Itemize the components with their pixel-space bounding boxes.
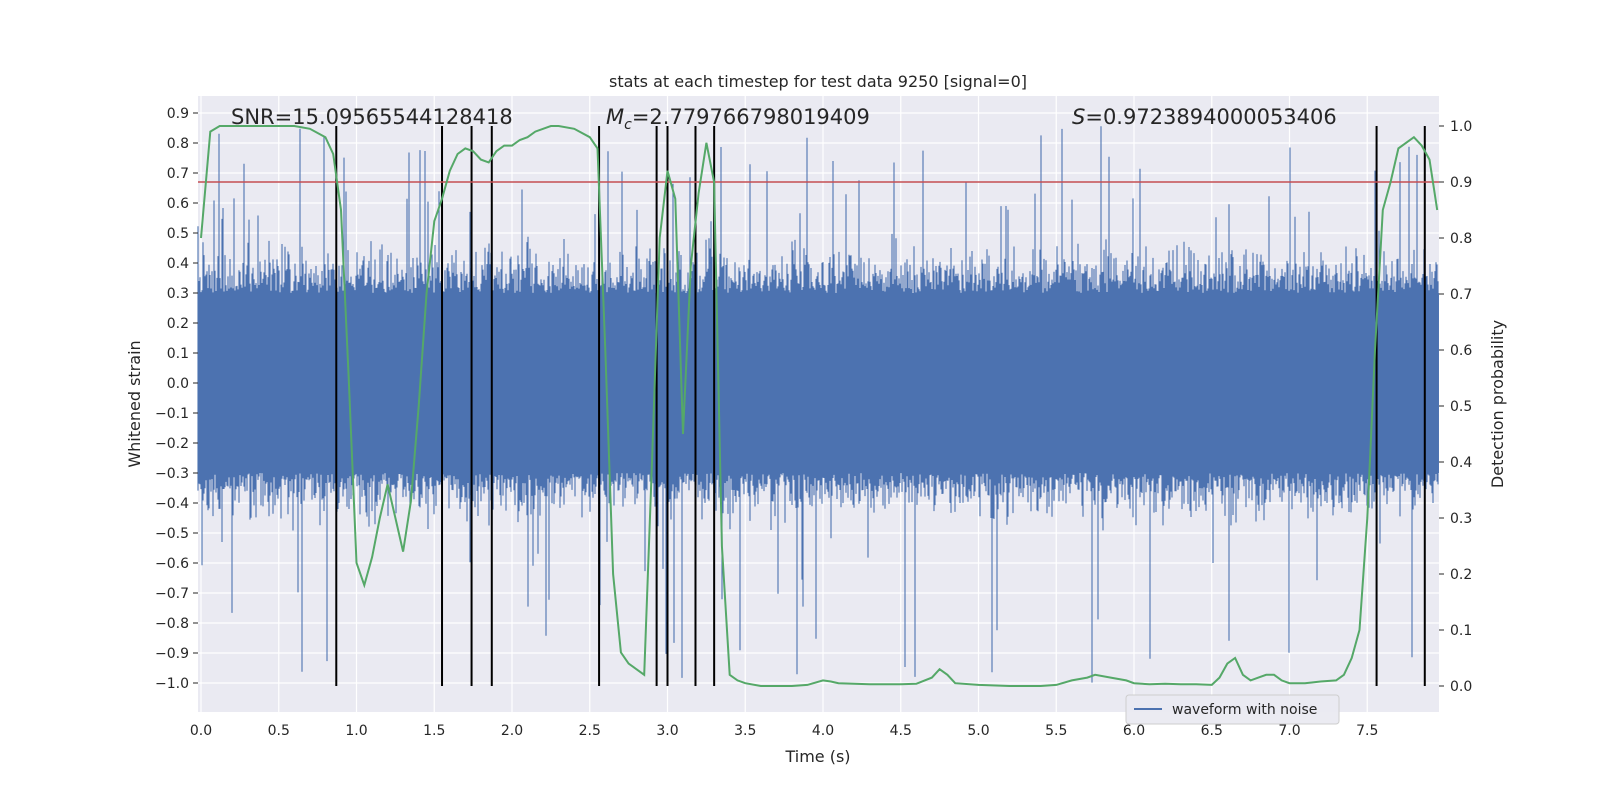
x-tick-label: 4.0 (812, 723, 834, 739)
y-right-axis-ticks: 1.0 0.9 0.8 0.7 0.6 0.5 0.4 0.3 0.2 0.1 0.0 (1439, 119, 1472, 695)
s-symbol: S (1072, 105, 1085, 129)
x-tick-label: 5.0 (967, 723, 989, 739)
mc-value: =2.779766798019409 (632, 105, 870, 129)
y-left-tick-label: 0.4 (167, 256, 189, 272)
x-tick-label: 7.0 (1278, 723, 1300, 739)
y-right-tick-label: 0.2 (1450, 567, 1472, 583)
mc-symbol: M (606, 105, 624, 129)
y-left-tick-label: 0.1 (167, 346, 189, 362)
chart-title: stats at each timestep for test data 925… (609, 72, 1027, 91)
legend: waveform with noise (1125, 694, 1340, 725)
y-left-tick-label: −1.0 (155, 676, 189, 692)
y-left-tick-label: 0.0 (167, 376, 189, 392)
y-left-tick-label: 0.7 (167, 166, 189, 182)
detection-probability-line (200, 125, 1439, 687)
y-left-tick-label: −0.5 (155, 526, 189, 542)
x-axis-ticks: 0.0 0.5 1.0 1.5 2.0 2.5 3.0 3.5 4.0 4.5 5.0 5.5 6.0 6… (190, 723, 1379, 739)
y-right-tick-label: 0.7 (1450, 287, 1472, 303)
x-tick-label: 0.0 (190, 723, 212, 739)
legend-label: waveform with noise (1172, 702, 1317, 718)
y-right-tick-label: 1.0 (1450, 119, 1472, 135)
x-tick-label: 5.5 (1045, 723, 1067, 739)
waveform-series (197, 126, 1439, 683)
y-left-axis-label: Whitened strain (125, 340, 144, 467)
y-left-tick-label: −0.7 (155, 586, 189, 602)
mc-subscript: c (624, 117, 632, 133)
y-right-tick-label: 0.5 (1450, 399, 1472, 415)
y-right-tick-label: 0.9 (1450, 175, 1472, 191)
x-tick-label: 2.0 (501, 723, 523, 739)
y-left-tick-label: −0.3 (155, 466, 189, 482)
waveform-trace (197, 126, 1439, 683)
y-left-tick-label: 0.2 (167, 316, 189, 332)
y-left-tick-label: −0.8 (155, 616, 189, 632)
y-right-tick-label: 0.8 (1450, 231, 1472, 247)
y-left-tick-label: 0.3 (167, 286, 189, 302)
legend-box (1125, 694, 1340, 725)
y-left-tick-label: 0.6 (167, 196, 189, 212)
x-tick-label: 7.5 (1356, 723, 1378, 739)
y-left-tick-label: 0.8 (167, 136, 189, 152)
x-tick-label: 1.0 (345, 723, 367, 739)
s-value: =0.9723894000053406 (1085, 105, 1336, 129)
snr-annotation: SNR=15.09565544128418 (231, 105, 513, 129)
s-annotation: S=0.9723894000053406 (1072, 105, 1337, 129)
y-right-tick-label: 0.6 (1450, 343, 1472, 359)
y-right-axis-label: Detection probability (1488, 320, 1507, 488)
y-left-tick-label: −0.2 (155, 436, 189, 452)
y-right-tick-label: 0.1 (1450, 623, 1472, 639)
x-tick-label: 3.0 (656, 723, 678, 739)
x-tick-label: 3.5 (734, 723, 756, 739)
y-left-tick-label: −0.1 (155, 406, 189, 422)
x-tick-label: 1.5 (423, 723, 445, 739)
y-left-tick-label: −0.9 (155, 646, 189, 662)
chirp-mass-annotation: Mc=2.779766798019409 (606, 105, 870, 133)
x-axis-label: Time (s) (784, 747, 850, 766)
y-left-tick-label: −0.6 (155, 556, 189, 572)
x-tick-label: 6.0 (1123, 723, 1145, 739)
x-tick-label: 6.5 (1201, 723, 1223, 739)
y-right-tick-label: 0.4 (1450, 455, 1472, 471)
y-left-tick-label: 0.9 (167, 106, 189, 122)
y-right-tick-label: 0.3 (1450, 511, 1472, 527)
y-left-tick-label: 0.5 (167, 226, 189, 242)
x-tick-label: 0.5 (268, 723, 290, 739)
x-tick-label: 2.5 (579, 723, 601, 739)
y-left-axis-ticks: 0.9 0.8 0.7 0.6 0.5 0.4 0.3 0.2 0.1 0.0 −0.1 −0.2 −0… (155, 106, 198, 692)
x-tick-label: 4.5 (890, 723, 912, 739)
y-right-tick-label: 0.0 (1450, 679, 1472, 695)
y-left-tick-label: −0.4 (155, 496, 189, 512)
